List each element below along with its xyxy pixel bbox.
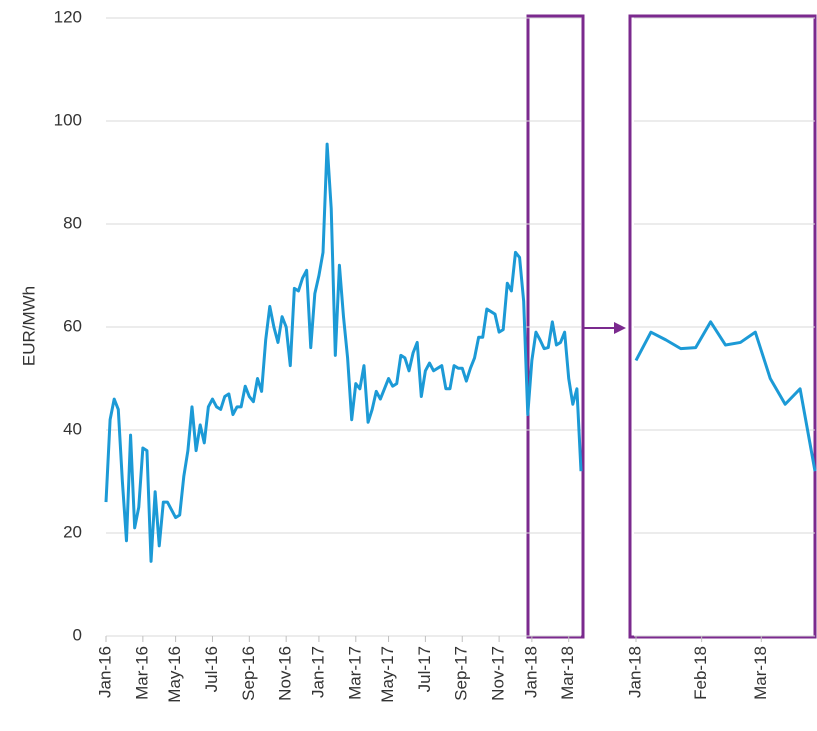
x-tick-label: Nov-17 <box>489 646 508 701</box>
y-tick-label: 40 <box>63 419 82 438</box>
y-tick-label: 80 <box>63 213 82 232</box>
y-tick-label: 60 <box>63 316 82 335</box>
y-tick-label: 20 <box>63 522 82 541</box>
x-tick-label: Mar-16 <box>132 646 151 700</box>
y-tick-label: 100 <box>54 110 82 129</box>
x-tick-label: Nov-16 <box>276 646 295 701</box>
y-axis-label: EUR/MWh <box>19 286 38 366</box>
line <box>104 142 583 563</box>
x-tick-label: Mar-17 <box>345 646 364 700</box>
x-tick-label: Sep-16 <box>239 646 258 701</box>
y-tick-label: 0 <box>73 625 82 644</box>
line <box>634 320 817 472</box>
x-tick-label: Mar-18 <box>751 646 770 700</box>
x-tick-label: Jan-17 <box>308 646 327 698</box>
x-tick-label: Feb-18 <box>691 646 710 700</box>
x-tick-label: Mar-18 <box>558 646 577 700</box>
x-tick-label: Jul-17 <box>415 646 434 692</box>
arrow-head <box>614 322 626 334</box>
x-tick-label: Jan-16 <box>95 646 114 698</box>
x-tick-label: Jan-18 <box>521 646 540 698</box>
x-tick-label: May-16 <box>165 646 184 703</box>
y-tick-label: 120 <box>54 7 82 26</box>
x-tick-label: May-17 <box>378 646 397 703</box>
x-tick-label: Jul-16 <box>202 646 221 692</box>
x-tick-label: Sep-17 <box>452 646 471 701</box>
x-tick-label: Jan-18 <box>625 646 644 698</box>
